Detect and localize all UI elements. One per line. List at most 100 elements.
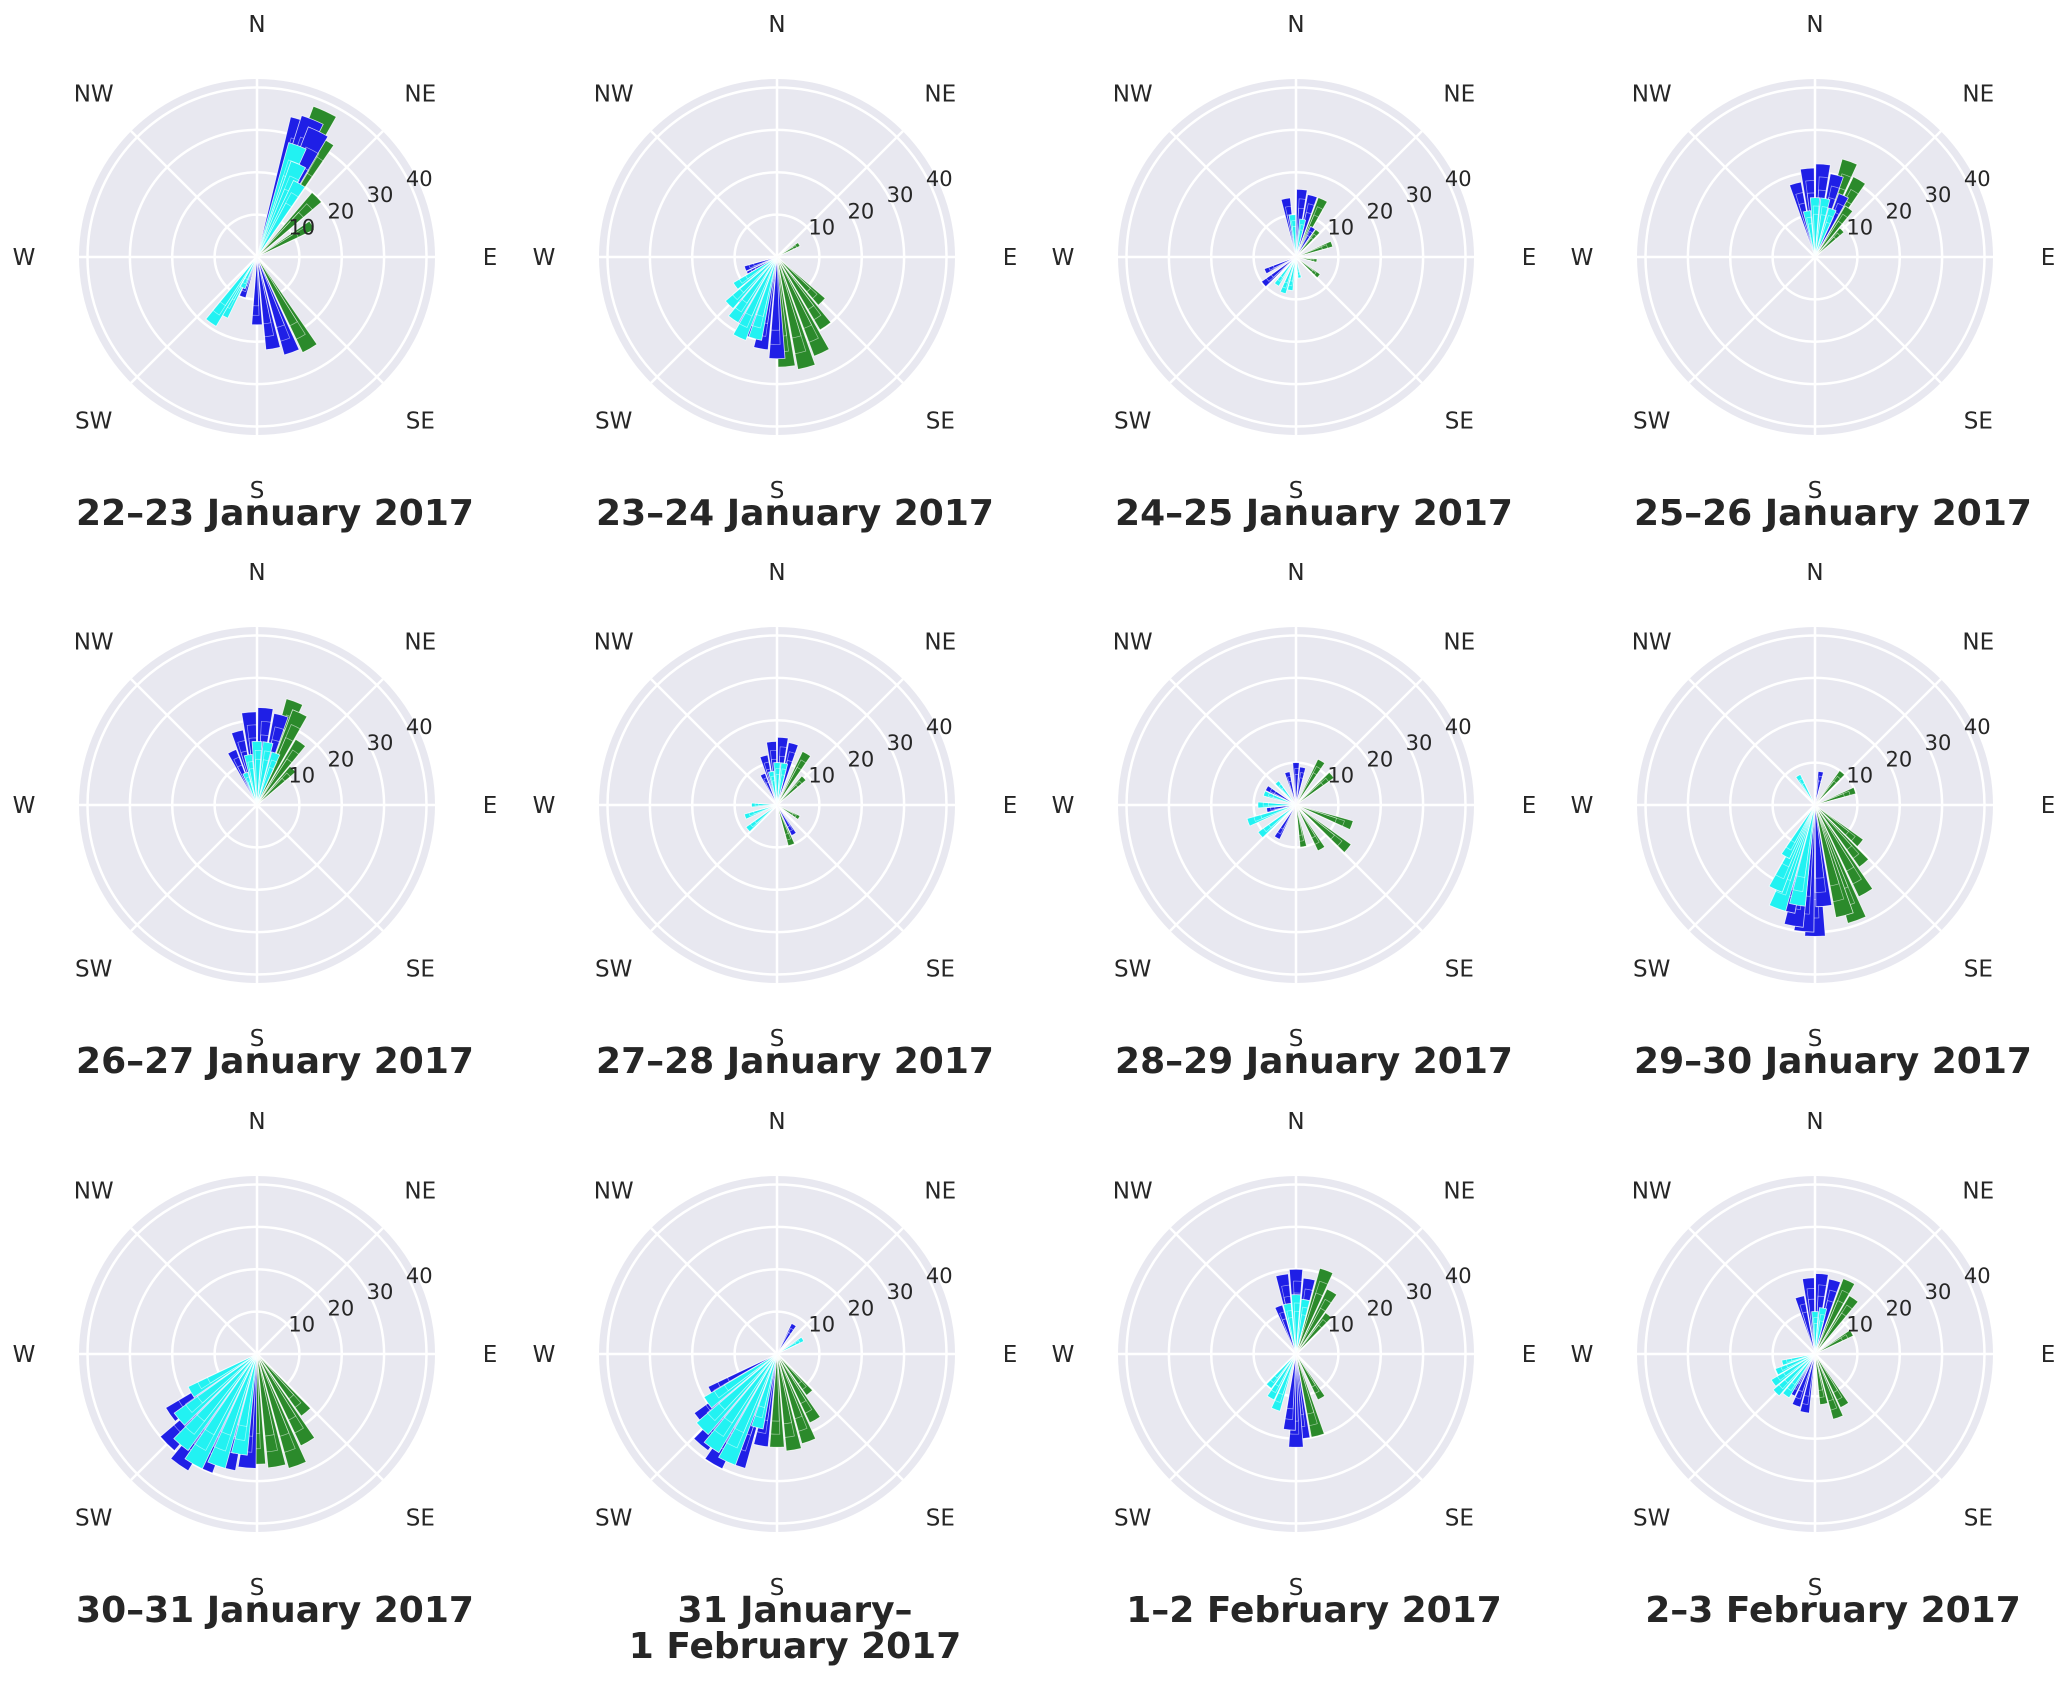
wind-bar-green: [1814, 804, 1854, 918]
wind-bar-edge: [256, 1353, 275, 1437]
direction-label-nw: NW: [1632, 630, 1672, 656]
wind-bar-edge: [776, 256, 811, 293]
wind-bar-edge: [763, 761, 778, 806]
direction-label-s: S: [1808, 1026, 1823, 1052]
direction-label-sw: SW: [1114, 1505, 1151, 1531]
wind-bar-edge: [776, 768, 787, 806]
wind-bar-green: [776, 256, 830, 357]
wind-bar-edge: [1291, 220, 1297, 258]
direction-label-w: W: [13, 1342, 36, 1368]
wind-bar-green: [1814, 205, 1854, 258]
wind-bar-edge: [1778, 1353, 1816, 1390]
wind-bar-green: [1814, 1353, 1844, 1420]
direction-label-se: SE: [1964, 956, 1993, 982]
wind-bar-cyan: [1273, 256, 1297, 287]
wind-bar-edge: [776, 774, 786, 806]
wind-bar-edge: [256, 724, 302, 806]
wind-bar-edge: [1814, 804, 1855, 872]
wind-bar-edge: [1814, 804, 1860, 860]
panel-title: 1–2 February 2017: [1126, 1590, 1502, 1631]
wind-bar-edge: [212, 256, 258, 316]
direction-label-s: S: [1808, 478, 1823, 504]
direction-label-e: E: [1522, 245, 1537, 271]
radial-tick-label: 10: [1327, 764, 1354, 788]
wind-bar-edge: [771, 780, 778, 806]
angular-grid-spoke: [1814, 1227, 1942, 1355]
radial-tick-label: 40: [1445, 1264, 1472, 1288]
wind-bar-edge: [237, 1353, 258, 1427]
wind-bar-cyan: [1814, 207, 1837, 258]
wind-bar-edge: [1283, 1295, 1297, 1355]
wind-rose-panel: 10 20 30 40 N NE E SE S SW W NW 24–25 January 2017: [1052, 12, 1537, 534]
wind-bar-edge: [776, 1353, 803, 1420]
wind-bar-edge: [256, 759, 270, 806]
wind-bar-edge: [758, 803, 778, 806]
wind-bar-cyan: [1789, 804, 1816, 907]
wind-bar-edge: [1295, 256, 1300, 273]
wind-bar-edge: [765, 768, 778, 806]
wind-bar-blue: [768, 256, 786, 360]
wind-bar-edge: [1295, 1298, 1332, 1355]
radial-tick-label: 10: [288, 764, 315, 788]
wind-bar-cyan: [1282, 1302, 1297, 1355]
wind-bar-edge: [1278, 783, 1297, 806]
radial-tick-label: 30: [887, 1280, 914, 1304]
wind-bar-edge: [776, 759, 807, 806]
direction-label-s: S: [250, 1026, 265, 1052]
wind-bar-edge: [233, 756, 258, 806]
angular-grid-spoke: [1688, 256, 1816, 384]
radial-tick-label: 20: [328, 199, 355, 223]
direction-label-n: N: [1287, 560, 1304, 586]
wind-rose-panel: 10 20 30 40 N NE E SE S SW W NW 23–24 January 2017: [533, 12, 1018, 534]
wind-bar-edge: [725, 1353, 778, 1449]
wind-bar-edge: [1812, 205, 1820, 258]
wind-bar-edge: [741, 256, 778, 304]
radial-tick-label: 20: [328, 1296, 355, 1320]
wind-bar-edge: [776, 746, 788, 806]
wind-bar-edge: [1262, 801, 1297, 807]
radial-tick-label: 20: [1886, 199, 1913, 223]
direction-label-n: N: [1806, 12, 1823, 38]
direction-label-nw: NW: [1632, 1179, 1672, 1205]
wind-bar-blue: [1295, 194, 1318, 258]
wind-bar-edge: [237, 764, 258, 806]
wind-bar-edge: [754, 804, 778, 824]
wind-bar-edge: [713, 1353, 778, 1437]
direction-label-ne: NE: [924, 1179, 956, 1205]
direction-label-ne: NE: [404, 1179, 436, 1205]
radial-tick-label: 30: [1925, 731, 1952, 755]
wind-bar-edge: [256, 739, 281, 806]
wind-bar-edge: [248, 768, 258, 806]
angular-grid-spoke: [1814, 1353, 1942, 1481]
wind-bar-edge: [1276, 804, 1297, 835]
wind-bar-edge: [1807, 223, 1816, 258]
wind-bar-edge: [1295, 1353, 1320, 1395]
wind-bar-edge: [1814, 1353, 1838, 1411]
wind-bar-edge: [248, 737, 258, 806]
wind-bar-edge: [1785, 804, 1816, 851]
wind-bar-edge: [1814, 188, 1860, 258]
wind-bar-edge: [1295, 206, 1324, 258]
wind-bar-edge: [776, 759, 794, 806]
wind-bar-blue: [1788, 181, 1816, 258]
wind-rose-panel: 10 20 30 40 N NE E SE S SW W NW 31 January–1 Februar…: [533, 1109, 1018, 1667]
direction-label-n: N: [768, 1109, 785, 1135]
wind-bar-blue: [1280, 197, 1297, 258]
panel-title: 28–29 January 2017: [1115, 1041, 1513, 1082]
panel-title: 22–23 January 2017: [76, 493, 474, 534]
wind-bar-cyan: [1290, 1294, 1302, 1355]
direction-label-se: SE: [406, 408, 435, 434]
direction-label-se: SE: [926, 408, 955, 434]
wind-bar-edge: [1790, 1353, 1816, 1362]
direction-label-ne: NE: [404, 82, 436, 108]
wind-bar-edge: [256, 749, 300, 806]
wind-bar-edge: [256, 1353, 302, 1409]
wind-bar-blue: [1791, 1353, 1816, 1408]
wind-bar-edge: [1295, 772, 1318, 806]
wind-bar-edge: [1795, 804, 1816, 878]
wind-bar-green: [1295, 1353, 1325, 1438]
wind-bar-edge: [1806, 192, 1816, 258]
angular-grid-spoke: [1688, 678, 1816, 806]
wind-bar-edge: [776, 1353, 793, 1425]
wind-bar-edge: [237, 739, 258, 806]
